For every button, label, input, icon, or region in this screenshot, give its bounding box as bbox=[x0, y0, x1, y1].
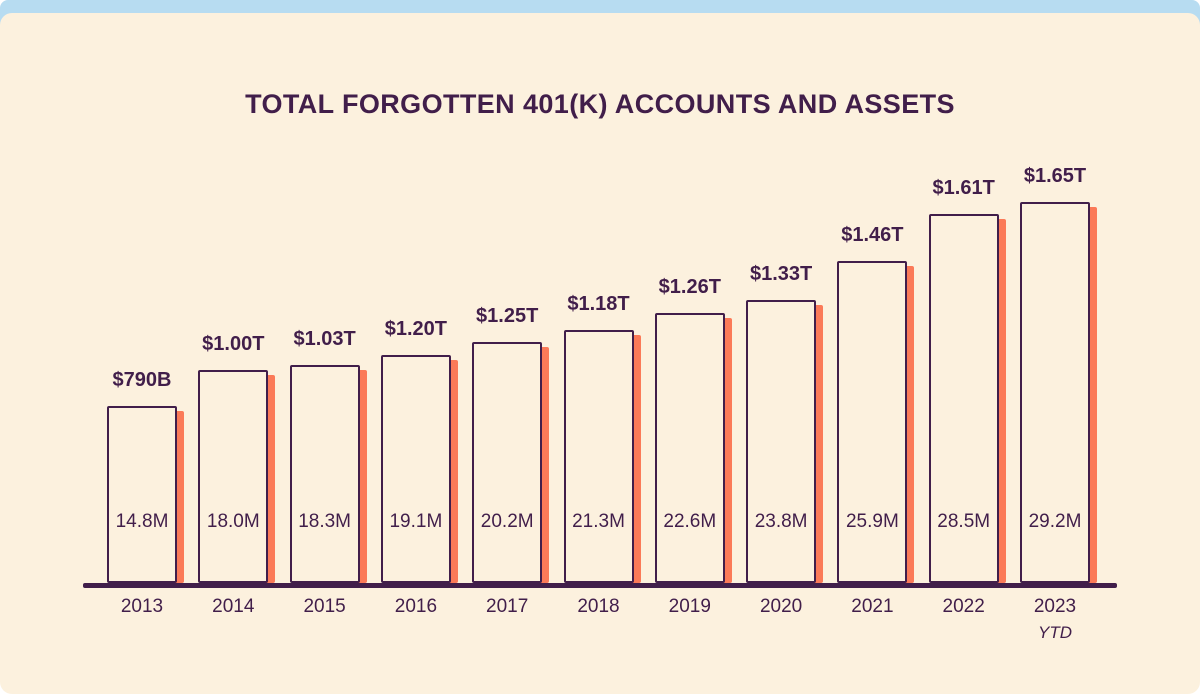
bar: 19.1M bbox=[380, 355, 451, 583]
assets-value-label: $1.33T bbox=[749, 263, 813, 285]
year-label: 2014 bbox=[212, 596, 255, 617]
accounts-count-label: 28.5M bbox=[937, 511, 991, 532]
bar: 20.2M bbox=[472, 342, 543, 583]
assets-value-label: $1.61T bbox=[932, 177, 995, 199]
assets-value-label: $790B bbox=[112, 369, 172, 391]
accounts-count-label: 21.3M bbox=[572, 511, 625, 532]
accounts-count-label: 25.9M bbox=[845, 511, 899, 532]
bar: 25.9M bbox=[837, 261, 908, 583]
assets-value-label: $1.00T bbox=[202, 333, 265, 355]
assets-value-label: $1.25T bbox=[476, 305, 539, 327]
bar: 21.3M bbox=[563, 330, 634, 583]
year-label: 2021 bbox=[851, 596, 894, 617]
assets-value-label: $1.20T bbox=[384, 318, 448, 340]
year-label: 2016 bbox=[394, 596, 438, 617]
bar: 28.5M bbox=[928, 214, 999, 583]
year-label: 2023 bbox=[1033, 596, 1077, 617]
year-label: 2018 bbox=[577, 596, 620, 617]
bar: 23.8M bbox=[746, 300, 817, 583]
ytd-label: YTD bbox=[1038, 623, 1072, 642]
year-label: 2019 bbox=[668, 596, 711, 617]
year-label: 2020 bbox=[759, 596, 803, 617]
assets-value-label: $1.65T bbox=[1023, 165, 1087, 187]
accounts-count-label: 18.0M bbox=[206, 511, 260, 532]
assets-value-label: $1.18T bbox=[567, 293, 630, 315]
accounts-count-label: 19.1M bbox=[389, 511, 443, 532]
bar: 18.0M bbox=[198, 370, 269, 583]
assets-value-label: $1.26T bbox=[658, 276, 721, 298]
year-label: 2022 bbox=[942, 596, 985, 617]
accounts-count-label: 14.8M bbox=[115, 511, 169, 532]
x-axis-line bbox=[83, 583, 1117, 588]
year-label: 2013 bbox=[120, 596, 164, 617]
accounts-count-label: 29.2M bbox=[1028, 511, 1082, 532]
accounts-count-label: 20.2M bbox=[480, 511, 534, 532]
bar: 18.3M bbox=[289, 365, 360, 583]
chart-title: TOTAL FORGOTTEN 401(K) ACCOUNTS AND ASSE… bbox=[245, 89, 955, 119]
year-label: 2015 bbox=[303, 596, 346, 617]
accounts-count-label: 18.3M bbox=[298, 511, 351, 532]
accounts-count-label: 22.6M bbox=[663, 511, 717, 532]
bar: 14.8M bbox=[107, 406, 177, 583]
accounts-count-label: 23.8M bbox=[754, 511, 808, 532]
assets-value-label: $1.46T bbox=[841, 224, 904, 246]
bar: 29.2M bbox=[1020, 202, 1090, 583]
assets-value-label: $1.03T bbox=[293, 328, 356, 350]
bar: 22.6M bbox=[654, 313, 725, 583]
year-label: 2017 bbox=[486, 596, 529, 617]
